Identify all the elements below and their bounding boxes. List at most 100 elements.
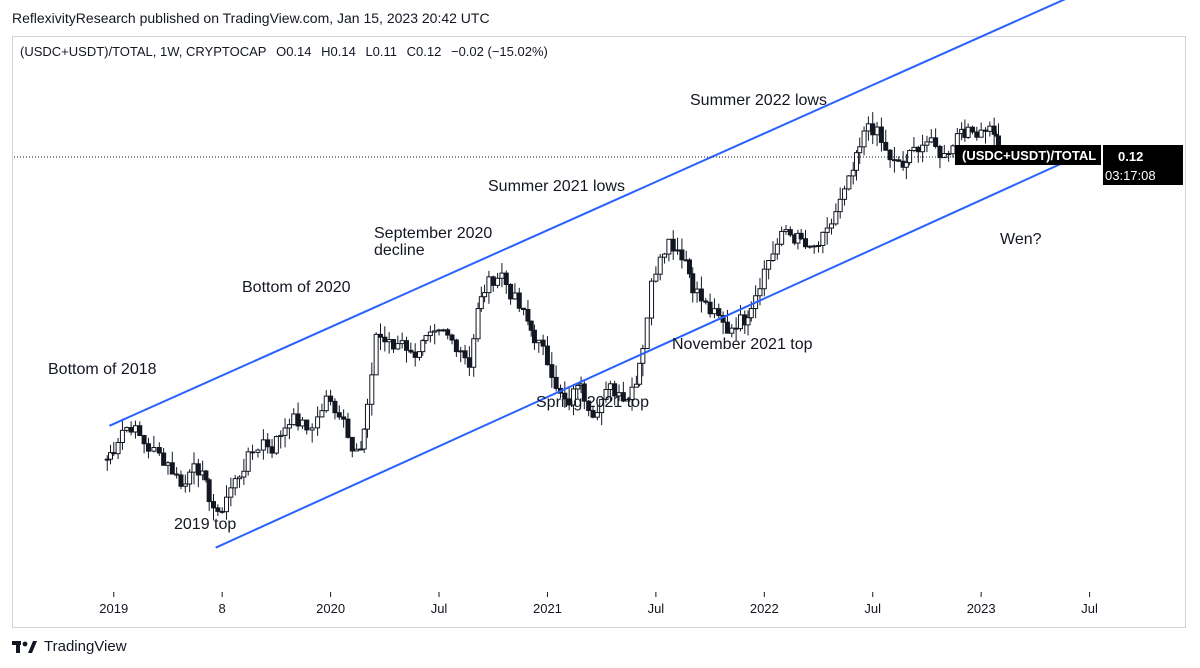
annotation-label[interactable]: Bottom of 2020: [242, 279, 351, 296]
candle-body: [128, 427, 134, 433]
candle-body: [549, 364, 555, 378]
candle-body: [286, 424, 292, 429]
annotation-label[interactable]: November 2021 top: [672, 336, 813, 353]
x-tick-label: Jul: [431, 601, 448, 616]
candle-body: [228, 487, 234, 498]
candle-body: [169, 462, 175, 475]
candle-body: [811, 245, 817, 248]
annotation-label[interactable]: Summer 2021 lows: [488, 178, 625, 195]
ohlc-change: −0.02 (−15.02%): [450, 44, 548, 59]
x-tick-label: 2023: [967, 601, 996, 616]
candle-body: [824, 227, 830, 233]
chart-frame: [12, 36, 1186, 628]
candle-body: [686, 259, 692, 275]
candle-body: [250, 451, 256, 454]
candle-body: [570, 388, 576, 406]
candle-body: [269, 446, 275, 454]
candle-body: [891, 159, 897, 162]
candle-body: [178, 474, 184, 487]
candle-body: [215, 507, 221, 512]
price-tag[interactable]: (USDC+USDT)/TOTAL 0.12 03:17:08: [955, 145, 1183, 185]
candle-body: [354, 448, 360, 452]
candle-body: [694, 288, 700, 294]
candle-body: [928, 137, 934, 143]
candle-body: [816, 244, 822, 247]
candle-body: [965, 126, 971, 138]
annotation-label[interactable]: September 2020: [374, 225, 492, 242]
candle-body: [644, 317, 650, 350]
annotation-label[interactable]: Summer 2022 lows: [690, 92, 827, 109]
annotation-label[interactable]: Wen?: [1000, 231, 1042, 248]
candle-body: [607, 383, 613, 391]
candle-body: [766, 259, 772, 270]
candle-body: [377, 333, 383, 338]
candle-body: [503, 272, 509, 285]
annotation-label[interactable]: Bottom of 2018: [48, 361, 157, 378]
candle-body: [508, 283, 514, 300]
series-label: (USDC+USDT)/TOTAL: [962, 148, 1096, 163]
candles-layer: [104, 112, 1002, 521]
candle-body: [475, 308, 481, 340]
candle-body: [490, 276, 496, 286]
last-price-value: 0.12: [1118, 149, 1143, 164]
candle-body: [729, 327, 735, 334]
candle-body: [946, 153, 952, 156]
candle-body: [846, 175, 852, 190]
candle-body: [779, 230, 785, 245]
candle-body: [245, 451, 251, 472]
channel-lower-line[interactable]: [215, 147, 1095, 549]
candle-body: [562, 392, 568, 400]
candle-body: [145, 443, 151, 452]
candle-body: [486, 276, 492, 294]
candle-body: [716, 308, 722, 316]
x-tick-label: 8: [219, 601, 226, 616]
last-price-box: [1103, 145, 1183, 185]
candle-body: [544, 345, 550, 366]
candle-body: [878, 126, 884, 143]
candle-body: [156, 446, 162, 454]
candle-body: [629, 386, 635, 401]
candle-body: [807, 245, 813, 248]
candle-body: [203, 470, 209, 481]
candle-body: [440, 329, 446, 332]
candle-body: [399, 340, 405, 345]
candle-body: [896, 159, 902, 162]
x-tick-label: 2019: [99, 601, 128, 616]
candle-body: [521, 307, 527, 310]
candle-body: [787, 229, 793, 236]
candle-body: [499, 272, 505, 279]
candle-body: [191, 463, 197, 473]
symbol-name[interactable]: (USDC+USDT)/TOTAL, 1W, CRYPTOCAP: [20, 44, 267, 59]
candle-body: [174, 473, 180, 476]
annotation-label[interactable]: decline: [374, 242, 425, 259]
annotation-label[interactable]: 2019 top: [174, 516, 236, 533]
candle-body: [328, 395, 334, 402]
channel-upper-line[interactable]: [109, 0, 1094, 427]
candle-body: [525, 308, 531, 322]
candle-body: [232, 478, 238, 489]
candle-body: [920, 144, 926, 153]
candle-body: [124, 427, 130, 431]
ohlc-high: H0.14: [321, 44, 356, 59]
candle-body: [495, 277, 501, 286]
candle-body: [341, 416, 347, 420]
candle-body: [982, 129, 988, 132]
candle-body: [219, 510, 225, 513]
candle-body: [278, 434, 284, 438]
tradingview-logo-icon[interactable]: [12, 639, 38, 655]
candle-body: [323, 395, 329, 412]
candle-body: [260, 439, 266, 451]
ohlc-open: O0.14: [276, 44, 312, 59]
candle-body: [620, 392, 626, 402]
candle-body: [528, 320, 534, 331]
candle-body: [745, 317, 751, 326]
candle-body: [679, 249, 685, 261]
annotation-label[interactable]: Spring 2021 top: [536, 394, 649, 411]
tradingview-brand[interactable]: TradingView: [44, 638, 127, 655]
candle-body: [842, 188, 848, 200]
ohlc-low: L0.11: [365, 44, 398, 59]
candle-body: [625, 399, 631, 402]
symbol-legend: (USDC+USDT)/TOTAL, 1W, CRYPTOCAP O0.14 H…: [20, 44, 554, 59]
candle-body: [382, 336, 388, 343]
